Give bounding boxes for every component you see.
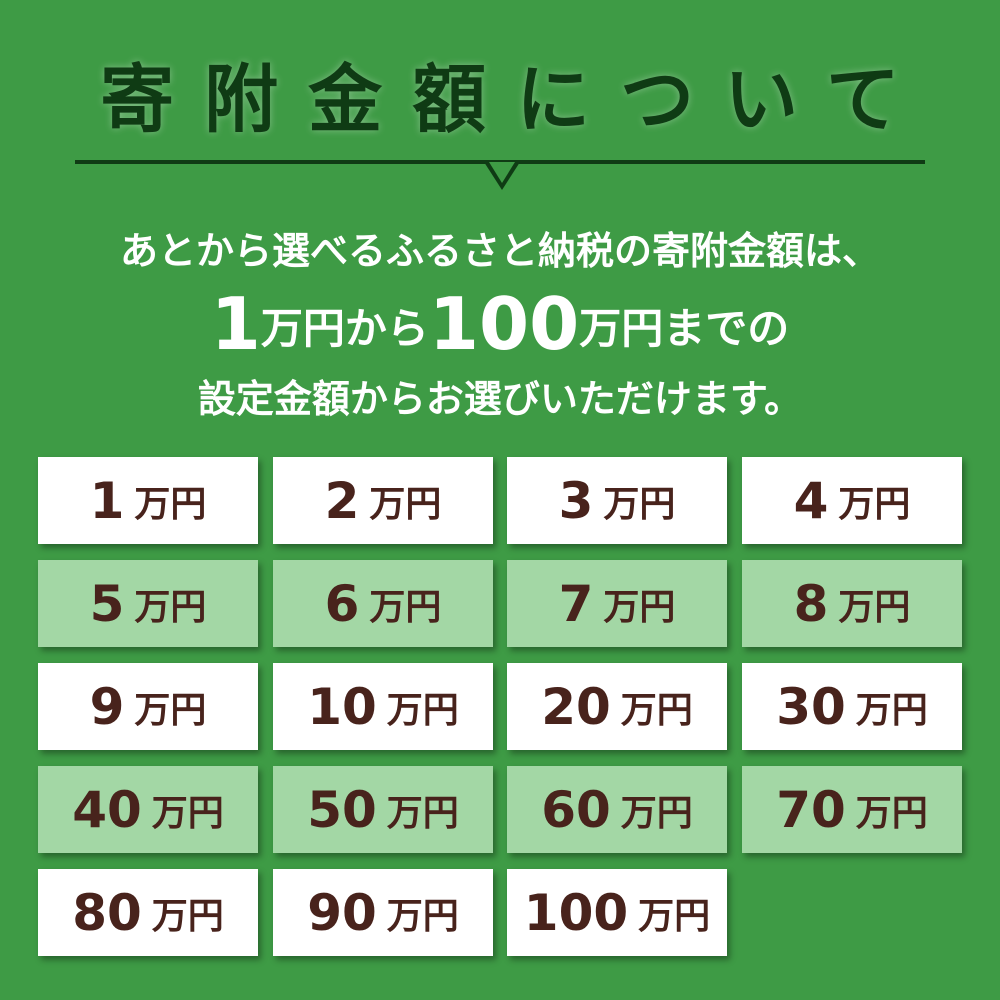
amount-card: 7 万円 <box>507 560 727 647</box>
amount-unit: 万円 <box>134 483 207 525</box>
unit-text: 万円 <box>260 304 345 353</box>
amount-card: 4 万円 <box>742 457 962 544</box>
amount-value: 2 <box>324 471 360 530</box>
amount-value: 100 <box>523 883 629 942</box>
page-title: 寄附金額について <box>100 57 930 143</box>
amount-unit: 万円 <box>386 689 459 731</box>
amount-value: 1 <box>89 471 125 530</box>
underline-notch-inner <box>489 162 515 183</box>
amount-card: 70 万円 <box>742 766 962 853</box>
amount-unit: 万円 <box>855 792 928 834</box>
amount-card: 1 万円 <box>38 457 258 544</box>
min-amount: 1 <box>210 282 261 366</box>
amount-card: 2 万円 <box>273 457 493 544</box>
amount-value: 50 <box>307 780 377 839</box>
amount-value: 20 <box>541 677 611 736</box>
amount-value: 80 <box>72 883 142 942</box>
amount-card: 40 万円 <box>38 766 258 853</box>
amount-card: 60 万円 <box>507 766 727 853</box>
amount-card: 90 万円 <box>273 869 493 956</box>
intro-line-3: 設定金額からお選びいただけます。 <box>197 377 803 421</box>
amount-card: 6 万円 <box>273 560 493 647</box>
amount-value: 4 <box>793 471 829 530</box>
max-amount: 100 <box>428 282 580 366</box>
amount-unit: 万円 <box>386 895 459 937</box>
amount-unit: 万円 <box>620 689 693 731</box>
amount-unit: 万円 <box>151 792 224 834</box>
amount-value: 6 <box>324 574 360 633</box>
from-text: から <box>344 304 429 353</box>
intro-line-2: 1万円から100万円までの <box>0 282 1000 366</box>
amount-card: 50 万円 <box>273 766 493 853</box>
amount-unit: 万円 <box>603 483 676 525</box>
amount-unit: 万円 <box>386 792 459 834</box>
amount-value: 10 <box>307 677 377 736</box>
amount-card: 20 万円 <box>507 663 727 750</box>
amount-card: 5 万円 <box>38 560 258 647</box>
amount-value: 9 <box>89 677 125 736</box>
amount-unit: 万円 <box>620 792 693 834</box>
amount-unit: 万円 <box>638 895 711 937</box>
intro-line-1: あとから選べるふるさと納税の寄附金額は、 <box>119 229 880 273</box>
amount-unit: 万円 <box>151 895 224 937</box>
until-text: までの <box>663 304 790 353</box>
amount-value: 7 <box>558 574 594 633</box>
amount-unit: 万円 <box>369 483 442 525</box>
amount-card: 8 万円 <box>742 560 962 647</box>
amount-value: 30 <box>776 677 846 736</box>
amount-card: 80 万円 <box>38 869 258 956</box>
amount-card: 30 万円 <box>742 663 962 750</box>
amount-value: 8 <box>793 574 829 633</box>
amount-unit: 万円 <box>838 483 911 525</box>
amount-card: 10 万円 <box>273 663 493 750</box>
amount-value: 70 <box>776 780 846 839</box>
amount-unit: 万円 <box>855 689 928 731</box>
amount-card: 9 万円 <box>38 663 258 750</box>
amount-value: 3 <box>558 471 594 530</box>
amount-value: 60 <box>541 780 611 839</box>
amount-unit: 万円 <box>603 586 676 628</box>
unit-text: 万円 <box>579 304 664 353</box>
amount-unit: 万円 <box>134 586 207 628</box>
amount-value: 90 <box>307 883 377 942</box>
amount-unit: 万円 <box>838 586 911 628</box>
amount-unit: 万円 <box>369 586 442 628</box>
amount-value: 5 <box>89 574 125 633</box>
amount-card: 100 万円 <box>507 869 727 956</box>
amount-unit: 万円 <box>134 689 207 731</box>
amount-value: 40 <box>72 780 142 839</box>
amount-card: 3 万円 <box>507 457 727 544</box>
